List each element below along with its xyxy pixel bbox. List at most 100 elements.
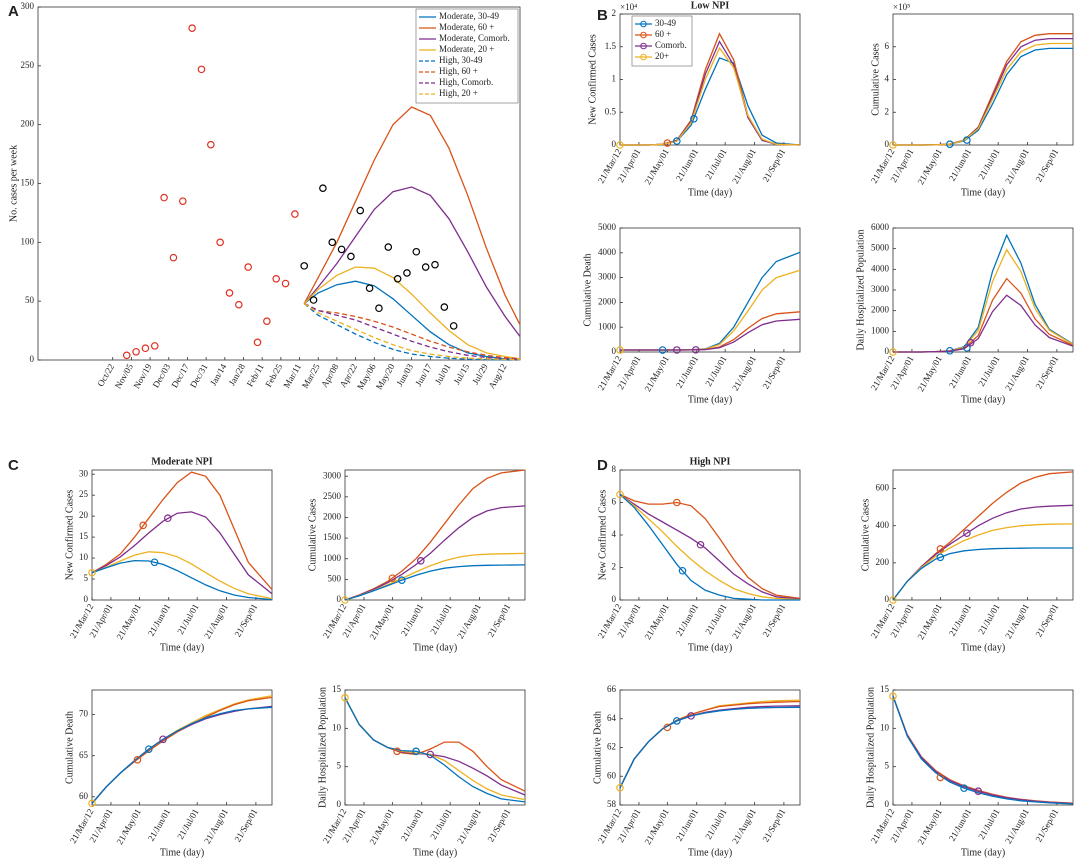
x-tick-label: 21/May/01 [915, 602, 943, 641]
series-line [91, 511, 273, 595]
series-line [893, 33, 1073, 146]
y-tick-label: 2500 [323, 491, 342, 501]
data-point [141, 344, 150, 353]
y-tick-label: 1500 [323, 532, 342, 542]
x-tick-label: 21/May/01 [114, 602, 142, 641]
y-tick-label: 5000 [871, 243, 890, 253]
plot-frame [892, 469, 1074, 601]
x-tick-label: 21/Jun/01 [947, 602, 973, 638]
plot-frame [344, 469, 526, 601]
y-tick-label: 300 [21, 1, 35, 11]
data-point [403, 269, 411, 277]
x-tick-label: 21/Sep/01 [1033, 147, 1060, 184]
y-tick-label: 0 [612, 346, 617, 356]
data-point [291, 210, 299, 218]
y-tick-label: 0.5 [605, 106, 617, 116]
plot-frame [91, 469, 273, 601]
data-point [440, 303, 449, 311]
x-tick-label: 21/May/01 [642, 807, 670, 846]
series-line [892, 695, 1074, 804]
x-tick-label: Dec/31 [188, 362, 210, 390]
series-line [344, 469, 526, 601]
data-point [225, 289, 234, 297]
x-tick-label: 21/Sep/01 [1033, 602, 1060, 639]
legend-marker [640, 53, 647, 61]
x-tick-label: 21/May/01 [114, 807, 142, 846]
y-tick-label: 8 [612, 464, 617, 474]
x-tick-label: 21/Aug/01 [1003, 147, 1031, 185]
x-axis-label: Time (day) [688, 847, 732, 858]
series-line [892, 504, 1074, 601]
y-tick-label: 2 [885, 106, 890, 116]
series-line [303, 280, 521, 361]
data-point [696, 540, 705, 549]
x-tick-label: 21/May/01 [915, 147, 943, 186]
x-tick-label: May/20 [374, 362, 397, 392]
y-tick-label: 70 [79, 709, 89, 719]
data-point [421, 263, 430, 271]
data-point [188, 24, 196, 32]
legend-label: Comorb. [655, 40, 687, 50]
data-point [178, 197, 187, 205]
y-tick-label: 2000 [323, 512, 342, 522]
data-point [449, 322, 458, 330]
series-line [892, 523, 1074, 601]
data-point [963, 529, 971, 537]
legend-label: High, 30-49 [439, 55, 483, 65]
series-line [620, 311, 801, 351]
data-point [431, 260, 439, 269]
y-axis-label: Daily Hospitalized Population [317, 687, 328, 808]
panel-label: C [8, 457, 19, 474]
y-tick-label: 0 [885, 346, 890, 356]
series-line [620, 251, 801, 351]
data-point [272, 275, 280, 283]
data-point [889, 596, 897, 604]
y-tick-label: 20 [79, 510, 89, 520]
y-tick-label: 0 [84, 594, 89, 604]
series-line [619, 493, 801, 601]
x-axis-label: Time (day) [961, 394, 1005, 405]
x-tick-label: 21/Jun/01 [674, 807, 700, 843]
x-tick-label: 21/Jun/01 [674, 147, 700, 183]
data-point [936, 773, 945, 782]
series-line [91, 705, 273, 804]
data-point [169, 253, 178, 262]
x-tick-label: 21/Sep/01 [232, 602, 259, 639]
series-line [620, 57, 801, 146]
y-tick-label: 25 [79, 489, 89, 499]
x-tick-label: 21/Jul/01 [428, 807, 453, 841]
data-point [88, 568, 96, 577]
data-point [616, 346, 624, 354]
data-point [347, 252, 355, 261]
data-point [974, 787, 983, 796]
y-axis-label: No. cases per week [8, 145, 19, 222]
series-line [344, 564, 526, 601]
y-tick-label: 2 [612, 562, 617, 572]
x-tick-label: 21/Jun/01 [146, 807, 172, 843]
y-tick-label: 1 [612, 74, 617, 84]
x-tick-label: 21/Aug/01 [1003, 602, 1031, 640]
panel-label: B [597, 7, 608, 24]
x-tick-label: 21/Sep/01 [232, 807, 259, 844]
data-point [946, 346, 954, 355]
y-axis-label: Cumulative Cases [307, 499, 318, 572]
series-line [303, 302, 521, 361]
data-point [416, 556, 425, 565]
y-tick-label: 0 [885, 594, 890, 604]
data-point [122, 351, 131, 360]
data-point [365, 284, 374, 293]
series-line [619, 493, 801, 600]
data-point [235, 300, 243, 309]
y-tick-label: 0 [885, 799, 890, 809]
x-tick-label: 21/Jun/01 [399, 807, 425, 843]
x-tick-label: Aug/12 [486, 362, 508, 390]
data-point [963, 136, 971, 144]
x-tick-label: 21/May/01 [642, 147, 670, 186]
series-line [619, 493, 800, 601]
series-line [892, 547, 1073, 601]
x-tick-label: 21/Sep/01 [1033, 807, 1060, 844]
y-tick-label: 4000 [871, 263, 890, 273]
series-line [619, 493, 801, 600]
x-tick-label: 21/May/01 [642, 602, 670, 641]
y-tick-label: 1000 [323, 553, 342, 563]
